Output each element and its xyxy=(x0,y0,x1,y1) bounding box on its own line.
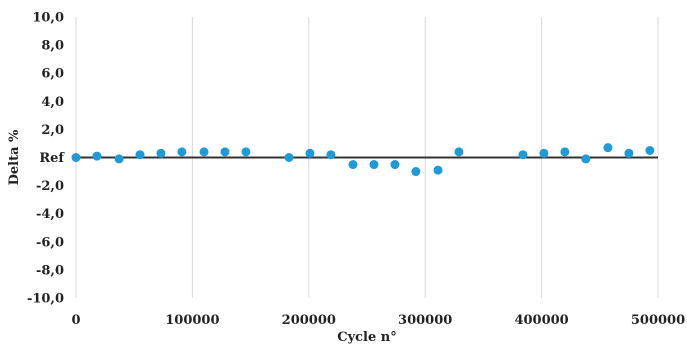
data-point xyxy=(177,147,187,157)
data-point xyxy=(433,165,443,175)
y-tick-label: -8,0 xyxy=(36,263,64,278)
data-point xyxy=(518,150,528,160)
x-tick-label: 300000 xyxy=(398,313,452,328)
x-axis-title: Cycle n° xyxy=(337,330,397,345)
data-point xyxy=(326,150,336,160)
data-point xyxy=(603,143,613,153)
data-point xyxy=(454,147,464,157)
data-point xyxy=(348,160,358,170)
data-point xyxy=(390,160,400,170)
y-tick-label: Ref xyxy=(39,151,65,166)
data-point xyxy=(560,147,570,157)
data-point xyxy=(539,148,549,158)
x-tick-label: 100000 xyxy=(165,313,219,328)
data-point xyxy=(114,154,124,164)
data-point xyxy=(305,148,315,158)
data-point xyxy=(624,148,634,158)
y-axis-tick-labels: 10,0 8,0 6,0 4,0 2,0 Ref -2,0 -4,0 -6,0 -8,0 -10,0 xyxy=(27,11,65,307)
data-point xyxy=(220,147,230,157)
data-point xyxy=(241,147,251,157)
data-point xyxy=(369,160,379,170)
y-tick-label: 6,0 xyxy=(41,67,64,82)
data-point xyxy=(284,153,294,162)
x-tick-label: 0 xyxy=(71,313,80,328)
x-axis-tick-labels: 0 100000 200000 300000 400000 500000 xyxy=(71,313,685,328)
y-tick-label: -6,0 xyxy=(36,235,64,250)
data-point xyxy=(581,154,591,164)
y-tick-label: -4,0 xyxy=(36,207,64,222)
y-tick-label: -2,0 xyxy=(36,179,64,194)
y-tick-label: -10,0 xyxy=(27,292,64,307)
data-points xyxy=(71,143,655,177)
y-axis-title: Delta % xyxy=(7,129,22,185)
data-point xyxy=(199,147,209,157)
x-tick-label: 200000 xyxy=(282,313,336,328)
data-point xyxy=(411,167,421,177)
data-point xyxy=(156,148,166,158)
data-point xyxy=(135,150,145,160)
y-tick-label: 10,0 xyxy=(32,11,64,26)
data-point xyxy=(645,145,655,155)
y-tick-label: 2,0 xyxy=(41,123,64,138)
y-tick-label: 4,0 xyxy=(41,95,64,110)
data-point xyxy=(92,151,102,161)
data-point xyxy=(71,153,81,162)
x-tick-label: 500000 xyxy=(631,313,685,328)
y-tick-label: 8,0 xyxy=(41,39,64,54)
x-tick-label: 400000 xyxy=(514,313,568,328)
